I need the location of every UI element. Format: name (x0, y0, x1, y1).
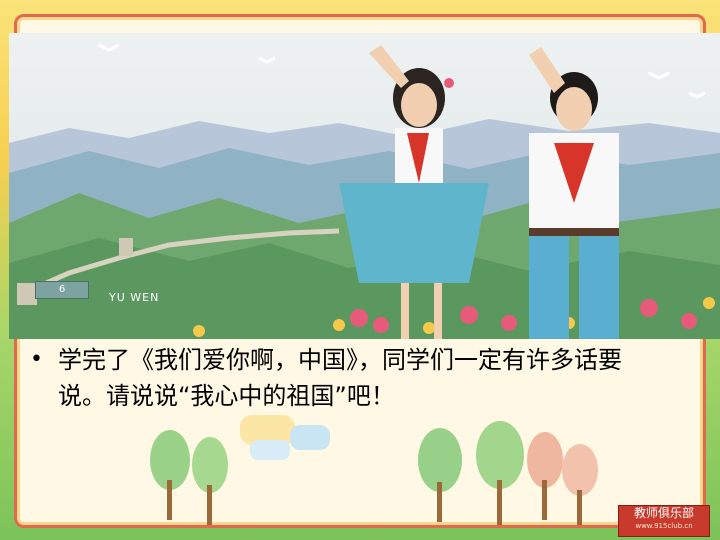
brand-stamp-text: 教师俱乐部 (633, 506, 694, 520)
subject-label: YU WEN (109, 291, 160, 304)
girl-figure (339, 45, 489, 339)
brand-stamp-url: www.915club.cn (635, 522, 693, 530)
slide-body: • 学完了《我们爱你啊，中国》，同学们一定有许多话要说。请说说“我心中的祖国”吧… (30, 342, 630, 414)
bullet-icon: • (30, 347, 43, 372)
boy-figure (529, 47, 619, 339)
brand-stamp: 教师俱乐部 www.915club.cn (618, 505, 710, 537)
illustration-photo: 6 YU WEN (9, 33, 720, 339)
body-paragraph: 学完了《我们爱你啊，中国》，同学们一定有许多话要说。请说说“我心中的祖国”吧！ (58, 346, 622, 410)
page-number-badge: 6 (35, 281, 89, 299)
